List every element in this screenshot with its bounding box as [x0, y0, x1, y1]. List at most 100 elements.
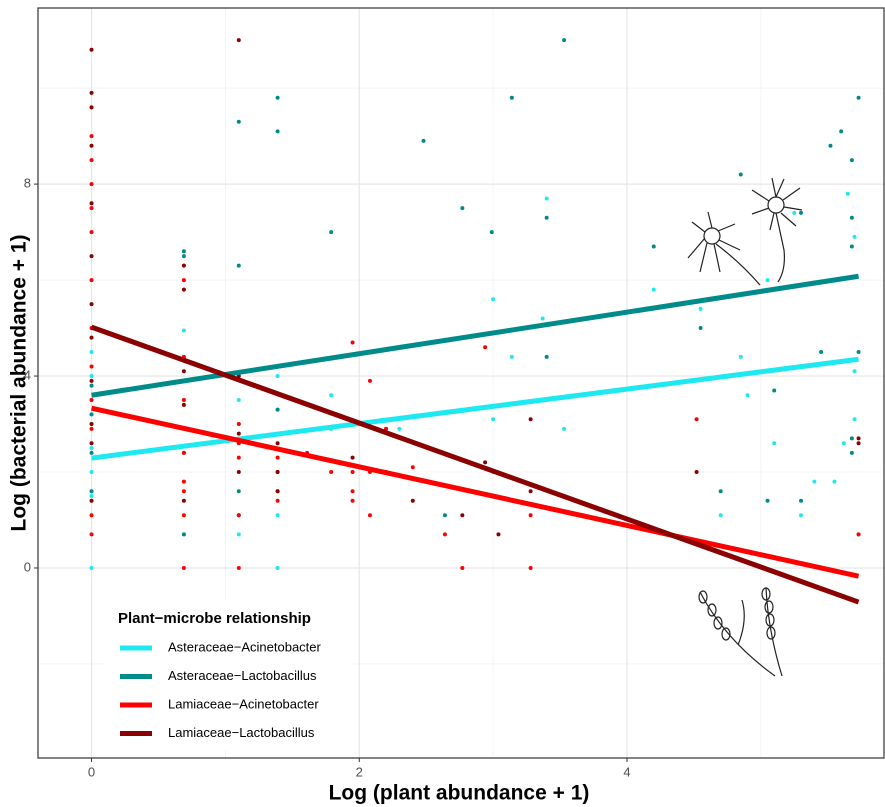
- point: [351, 470, 355, 474]
- point: [812, 480, 816, 484]
- point: [237, 513, 241, 517]
- point: [819, 350, 823, 354]
- point: [276, 96, 280, 100]
- fit-line: [92, 408, 859, 576]
- point: [90, 230, 94, 234]
- point: [510, 96, 514, 100]
- point: [857, 96, 861, 100]
- point: [276, 499, 280, 503]
- point: [368, 379, 372, 383]
- point: [276, 513, 280, 517]
- point: [182, 328, 186, 332]
- point: [90, 201, 94, 205]
- point: [90, 158, 94, 162]
- point: [90, 489, 94, 493]
- fit-line: [92, 276, 859, 395]
- point: [276, 470, 280, 474]
- y-tick-label: 4: [24, 367, 31, 382]
- point: [90, 336, 94, 340]
- point: [90, 350, 94, 354]
- point: [839, 129, 843, 133]
- fit-line: [92, 327, 859, 602]
- x-tick-label: 2: [356, 764, 363, 779]
- x-tick-label: 4: [623, 764, 630, 779]
- point: [329, 230, 333, 234]
- point: [719, 489, 723, 493]
- point: [799, 499, 803, 503]
- point: [237, 470, 241, 474]
- legend-label: Asteraceae−Acinetobacter: [168, 639, 322, 654]
- point: [699, 307, 703, 311]
- point: [90, 398, 94, 402]
- point: [182, 254, 186, 258]
- point: [237, 456, 241, 460]
- point: [90, 105, 94, 109]
- point: [443, 513, 447, 517]
- point: [411, 499, 415, 503]
- point: [739, 355, 743, 359]
- point: [90, 446, 94, 450]
- point: [276, 408, 280, 412]
- y-axis-title: Log (bacterial abundance + 1): [8, 235, 31, 532]
- point: [510, 355, 514, 359]
- point: [182, 369, 186, 373]
- point: [182, 566, 186, 570]
- point: [90, 384, 94, 388]
- point: [90, 364, 94, 368]
- point: [772, 441, 776, 445]
- point: [850, 158, 854, 162]
- point: [846, 192, 850, 196]
- point: [491, 417, 495, 421]
- point: [799, 211, 803, 215]
- point: [90, 206, 94, 210]
- point: [529, 417, 533, 421]
- point: [237, 489, 241, 493]
- point: [237, 432, 241, 436]
- legend-label: Lamiaceae−Acinetobacter: [168, 696, 319, 711]
- point: [90, 532, 94, 536]
- point: [90, 422, 94, 426]
- point: [90, 48, 94, 52]
- point: [857, 441, 861, 445]
- point: [182, 278, 186, 282]
- point: [90, 451, 94, 455]
- point: [853, 235, 857, 239]
- point: [237, 566, 241, 570]
- point: [850, 451, 854, 455]
- point: [90, 441, 94, 445]
- point: [182, 403, 186, 407]
- point: [90, 91, 94, 95]
- point: [545, 196, 549, 200]
- point: [695, 417, 699, 421]
- point: [545, 355, 549, 359]
- point: [772, 388, 776, 392]
- point: [237, 38, 241, 42]
- point: [182, 264, 186, 268]
- point: [739, 173, 743, 177]
- point: [90, 470, 94, 474]
- legend-label: Lamiaceae−Lactobacillus: [168, 725, 315, 740]
- y-tick-label: 0: [24, 559, 31, 574]
- point: [237, 120, 241, 124]
- point: [832, 480, 836, 484]
- point: [90, 278, 94, 282]
- point: [276, 129, 280, 133]
- point: [460, 566, 464, 570]
- point: [422, 139, 426, 143]
- point: [545, 216, 549, 220]
- point: [237, 398, 241, 402]
- legend-label: Asteraceae−Lactobacillus: [168, 668, 317, 683]
- point: [842, 441, 846, 445]
- point: [652, 288, 656, 292]
- point: [460, 513, 464, 517]
- point: [182, 532, 186, 536]
- point: [276, 456, 280, 460]
- point: [182, 249, 186, 253]
- point: [828, 144, 832, 148]
- point: [182, 480, 186, 484]
- point: [90, 427, 94, 431]
- point: [766, 278, 770, 282]
- point: [411, 465, 415, 469]
- point: [237, 532, 241, 536]
- point: [329, 470, 333, 474]
